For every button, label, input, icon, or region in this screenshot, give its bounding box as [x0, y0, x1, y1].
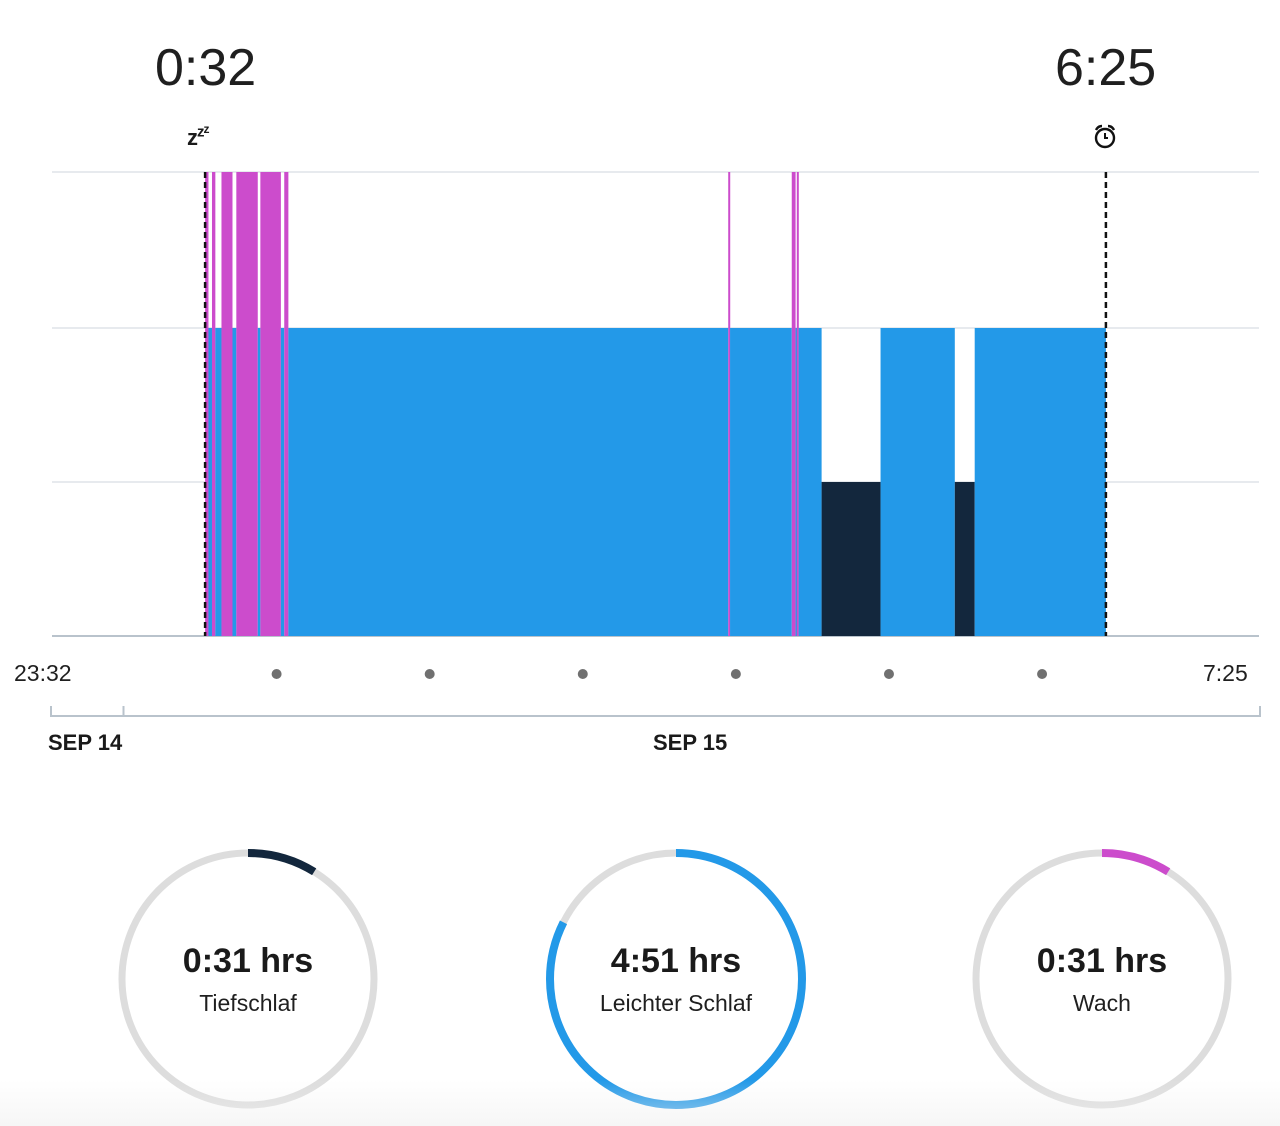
sleep-stage-chart [50, 171, 1261, 717]
stage-bar-light [880, 328, 955, 636]
axis-end-label: 7:25 [1203, 660, 1248, 686]
tick-dot [424, 669, 435, 679]
axis-start-label: 23:32 [14, 660, 72, 686]
zzz-icon: zzz [187, 122, 210, 150]
bottom-fade [0, 1080, 1280, 1126]
stage-bar-light [280, 328, 285, 636]
ring-progress-deep [118, 849, 378, 1109]
stage-bar-light [730, 328, 792, 636]
tick-dot [1037, 669, 1048, 679]
chart-markers [203, 172, 1108, 636]
stage-bar-awake [221, 172, 233, 636]
light-sleep-ring: 4:51 hrs Leichter Schlaf [545, 848, 807, 1110]
stage-bar-awake [796, 172, 799, 636]
date-label-sep15: SEP 15 [653, 730, 728, 755]
tick-dot [883, 669, 894, 679]
awake-label: Wach [1073, 990, 1131, 1016]
tick-dot [577, 669, 588, 679]
stage-bar-awake [236, 172, 258, 636]
stage-bar-deep [821, 482, 881, 636]
stage-bar-awake [284, 172, 289, 636]
stage-bar-light [208, 328, 212, 636]
awake-value: 0:31 hrs [1036, 942, 1168, 980]
wake-time: 6:25 [1055, 39, 1157, 97]
stage-bar-awake [791, 172, 796, 636]
stage-bar-light [257, 328, 261, 636]
sleep-start-time: 0:32 [155, 39, 257, 97]
stage-bars [205, 172, 1106, 636]
stage-bar-awake [211, 172, 216, 636]
stage-bar-deep [954, 482, 975, 636]
stage-bar-light [215, 328, 222, 636]
stage-bar-light [232, 328, 237, 636]
stage-bar-light [795, 328, 798, 636]
stage-bar-awake [260, 172, 281, 636]
stage-bar-light [974, 328, 1106, 636]
deep-sleep-ring: 0:31 hrs Tiefschlaf [117, 848, 379, 1110]
stage-bar-light [288, 328, 729, 636]
stage-bar-awake [728, 172, 731, 636]
date-label-sep14: SEP 14 [48, 730, 123, 755]
light-sleep-label: Leichter Schlaf [599, 990, 753, 1016]
alarm-clock-icon [1093, 124, 1117, 155]
ring-progress-awake [972, 849, 1232, 1109]
deep-sleep-value: 0:31 hrs [182, 942, 314, 980]
tick-dot [271, 669, 282, 679]
stage-bar-light [798, 328, 822, 636]
awake-ring: 0:31 hrs Wach [971, 848, 1233, 1110]
stage-bar-awake [205, 172, 209, 636]
tick-dot [730, 669, 741, 679]
tick-dots [271, 669, 1048, 679]
date-axis [50, 706, 1261, 717]
light-sleep-value: 4:51 hrs [610, 942, 742, 980]
deep-sleep-label: Tiefschlaf [199, 990, 297, 1016]
